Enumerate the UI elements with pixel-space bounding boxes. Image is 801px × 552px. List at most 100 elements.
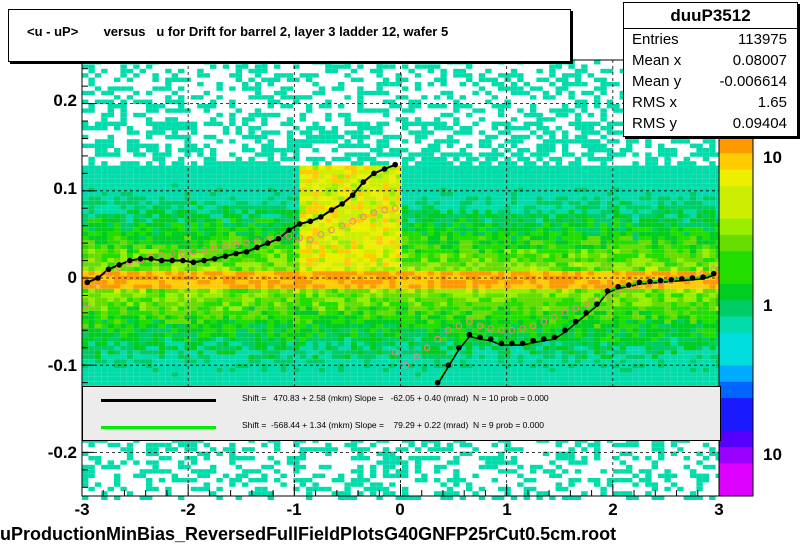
profile-point-filled: [700, 274, 706, 280]
fit-legend: Shift = 470.83 + 2.58 (mkm) Slope = -62.…: [82, 386, 721, 441]
profile-point-filled: [126, 257, 133, 264]
stats-row: RMS y 0.09404: [624, 113, 797, 134]
profile-point-filled: [275, 235, 282, 242]
stats-row: Mean x 0.08007: [624, 50, 797, 71]
x-tick-label: -2: [180, 500, 196, 519]
fit-line-swatch: [101, 399, 216, 402]
profile-point-filled: [466, 331, 473, 338]
profile-point-filled: [434, 379, 441, 386]
stats-value: -0.006614: [719, 73, 787, 90]
profile-point-open: [360, 213, 367, 221]
profile-point-filled: [562, 327, 568, 334]
y-tick-label: -0.1: [47, 356, 77, 375]
profile-point-open: [551, 313, 558, 321]
fit-text: Shift = -568.44 + 1.34 (mkm) Slope = 79.…: [242, 420, 544, 430]
profile-point-filled: [679, 276, 685, 282]
profile-point-open: [179, 250, 187, 257]
profile-point-filled: [519, 340, 526, 347]
y-tick-label: 0: [67, 268, 77, 287]
profile-point-open: [285, 232, 293, 240]
profile-point-filled: [296, 221, 303, 227]
profile-point-filled: [498, 340, 505, 347]
profile-point-filled: [328, 207, 335, 213]
profile-point-filled: [318, 214, 324, 220]
profile-point-filled: [710, 270, 717, 277]
profile-point-open: [391, 204, 399, 212]
z-tick-label: 1: [763, 296, 773, 315]
profile-point-filled: [371, 170, 377, 177]
profile-point-open: [466, 318, 473, 325]
profile-point-open: [243, 239, 250, 247]
profile-point-open: [168, 250, 176, 257]
profile-point-filled: [222, 253, 229, 259]
stats-row: RMS x 1.65: [624, 92, 797, 113]
profile-point-filled: [689, 275, 696, 281]
profile-point-filled: [647, 278, 653, 285]
profile-point-filled: [509, 340, 515, 347]
x-tick-label: -1: [286, 500, 302, 519]
profile-point-open: [582, 300, 590, 308]
profile-point-open: [498, 327, 505, 334]
profile-point-open: [94, 283, 102, 291]
stats-label: RMS y: [632, 115, 677, 132]
z-tick-label: 10: [763, 148, 782, 167]
stats-label: RMS x: [632, 94, 677, 111]
profile-point-open: [370, 209, 378, 216]
fit-line-swatch: [101, 426, 216, 429]
profile-point-open: [572, 305, 579, 312]
profile-point-filled: [105, 266, 112, 273]
x-tick-label: -3: [74, 500, 90, 519]
profile-point-filled: [201, 257, 207, 264]
y-tick-label: -0.2: [47, 443, 77, 462]
profile-point-filled: [148, 256, 154, 262]
profile-point-open: [84, 300, 91, 308]
profile-point-filled: [636, 279, 643, 286]
x-tick-label: 3: [714, 500, 724, 519]
profile-point-open: [211, 245, 219, 252]
stats-value: 1.65: [757, 94, 787, 111]
x-tick-label: 0: [395, 500, 405, 519]
profile-point-filled: [243, 249, 250, 255]
profile-point-filled: [254, 244, 260, 251]
profile-point-open: [444, 327, 452, 334]
profile-point-open: [306, 236, 314, 243]
profile-point-filled: [116, 262, 122, 268]
profile-point-filled: [604, 288, 611, 294]
stats-value: 113975: [738, 31, 787, 48]
profile-point-open: [253, 238, 261, 245]
profile-point-filled: [541, 336, 547, 342]
y-tick-label: 0.2: [53, 91, 77, 110]
profile-point-open: [402, 361, 410, 369]
profile-point-filled: [657, 277, 664, 284]
profile-point-open: [200, 246, 208, 254]
profile-point-open: [232, 241, 240, 249]
profile-point-filled: [530, 337, 537, 344]
plot-title: <u - uP> versus u for Drift for barrel 2…: [27, 24, 449, 39]
profile-point-open: [519, 325, 526, 332]
profile-point-open: [423, 344, 431, 352]
profile-point-filled: [551, 334, 558, 341]
profile-point-open: [487, 325, 495, 332]
profile-point-filled: [169, 257, 176, 264]
stats-name: duuP3512: [624, 3, 797, 29]
profile-point-filled: [211, 256, 218, 262]
profile-point-filled: [158, 257, 165, 264]
x-tick-label: 1: [502, 500, 512, 519]
profile-point-filled: [84, 279, 91, 286]
profile-point-filled: [583, 310, 590, 316]
profile-point-open: [222, 243, 229, 250]
profile-point-open: [338, 222, 346, 229]
stats-label: Mean y: [632, 73, 682, 90]
profile-point-open: [540, 318, 548, 325]
y-tick-label: 0.1: [53, 179, 77, 198]
profile-point-filled: [180, 257, 186, 264]
profile-point-filled: [668, 276, 675, 283]
profile-point-open: [296, 234, 303, 242]
profile-point-filled: [349, 192, 356, 198]
profile-point-filled: [339, 201, 345, 207]
profile-point-filled: [477, 334, 483, 341]
profile-point-filled: [487, 336, 494, 342]
profile-point-filled: [95, 275, 101, 281]
profile-point-open: [455, 322, 463, 330]
